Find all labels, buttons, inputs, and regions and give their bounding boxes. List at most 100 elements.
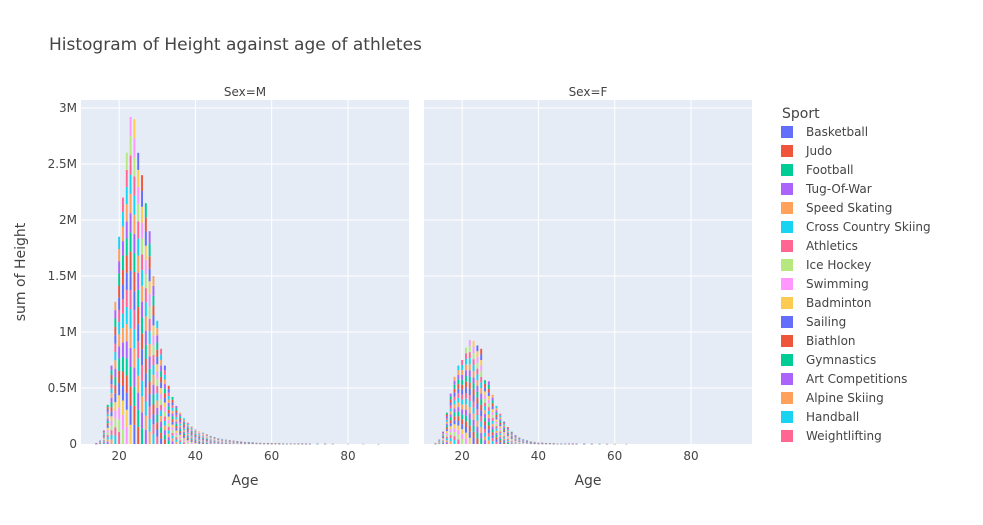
bar-segment [480,388,483,394]
bar-segment [442,438,445,439]
bar-segment [114,368,117,378]
bar-segment [202,434,204,436]
bar-segment [167,413,170,417]
bar-segment [503,440,506,442]
histogram-bar [209,435,212,444]
bar-segment [499,419,502,421]
bar-segment [148,281,151,294]
legend-item[interactable]: Ice Hockey [781,258,871,272]
bar-segment [198,431,201,433]
bar-segment [122,212,124,227]
bar-segment [506,432,509,434]
bar-segment [468,407,471,414]
bar-segment [179,434,182,437]
bar-segment [453,416,456,421]
legend-item[interactable]: Handball [781,410,859,424]
bar-segment [484,398,486,403]
bar-segment [144,359,147,374]
bar-segment [148,406,151,419]
bar-segment [487,429,490,433]
bar-segment [487,403,490,408]
bar-segment [129,136,132,156]
histogram-bar [244,441,246,445]
legend-item[interactable]: Cross Country Skiing [781,220,931,234]
legend-item[interactable]: Tug-Of-War [781,182,872,196]
legend-item[interactable]: Sailing [781,315,846,329]
legend-item[interactable]: Weightlifting [781,429,882,443]
bar-segment [183,418,185,420]
bar-segment [125,341,128,359]
legend-item[interactable]: Judo [781,144,832,158]
bar-segment [503,424,506,426]
bar-segment [503,436,506,438]
bar-segment [102,436,105,438]
legend-item[interactable]: Basketball [781,125,868,139]
histogram-bar [289,443,292,445]
legend-item[interactable]: Alpine Skiing [781,391,884,405]
bar-segment [144,274,147,289]
bar-segment [183,433,185,435]
bar-segment [442,436,445,437]
bar-segment [442,436,445,438]
histogram-bar [445,412,448,444]
bar-segment [144,316,147,331]
bar-segment [468,364,471,371]
bar-segment [179,416,182,419]
plot-background [424,100,752,444]
legend-swatch [781,373,793,385]
bar-segment [141,222,143,239]
legend-swatch [781,164,793,176]
bar-segment [472,377,475,384]
bar-segment [148,356,151,369]
bar-segment [476,397,479,404]
bar-segment [476,380,479,387]
histogram-bar [567,443,570,445]
bar-segment [133,214,136,234]
bar-segment [129,116,132,137]
bar-segment [167,440,170,444]
bar-segment [160,416,163,422]
bar-segment [480,427,483,433]
bar-segment [457,384,460,389]
histogram-bar [213,437,216,444]
legend-item[interactable]: Badminton [781,296,871,310]
bar-segment [152,295,155,306]
bar-segment [183,422,185,425]
bar-segment [194,430,197,432]
legend-item[interactable]: Swimming [781,277,869,291]
bar-segment [110,397,113,403]
bar-segment [152,285,155,296]
bar-segment [453,408,456,413]
histogram-bar [133,119,136,444]
legend-item[interactable]: Art Competitions [781,372,907,386]
bar-segment [442,433,445,435]
bar-segment [480,438,483,444]
bar-segment [160,348,163,355]
bar-segment [445,438,448,441]
histogram-bar [217,438,220,444]
bar-segment [179,412,182,415]
legend-item[interactable]: Football [781,163,854,177]
bar-segment [186,430,189,432]
histogram-bar [205,434,208,444]
bar-segment [449,399,452,403]
bar-segment [110,420,113,426]
bar-segment [171,421,174,425]
histogram-bar [529,441,532,445]
bar-segment [118,395,121,408]
legend-item[interactable]: Gymnastics [781,353,876,367]
bar-segment [198,434,201,435]
bar-segment [514,438,517,440]
bar-segment [167,396,170,400]
bar-segment [205,441,208,443]
bar-segment [503,426,506,429]
legend-item[interactable]: Biathlon [781,334,856,348]
legend-item[interactable]: Athletics [781,239,858,253]
bar-segment [445,423,448,426]
bar-segment [110,370,113,375]
legend-item[interactable]: Speed Skating [781,201,892,215]
bar-segment [461,374,464,380]
bar-segment [476,432,479,439]
bar-segment [465,387,467,394]
legend-swatch [781,335,793,347]
